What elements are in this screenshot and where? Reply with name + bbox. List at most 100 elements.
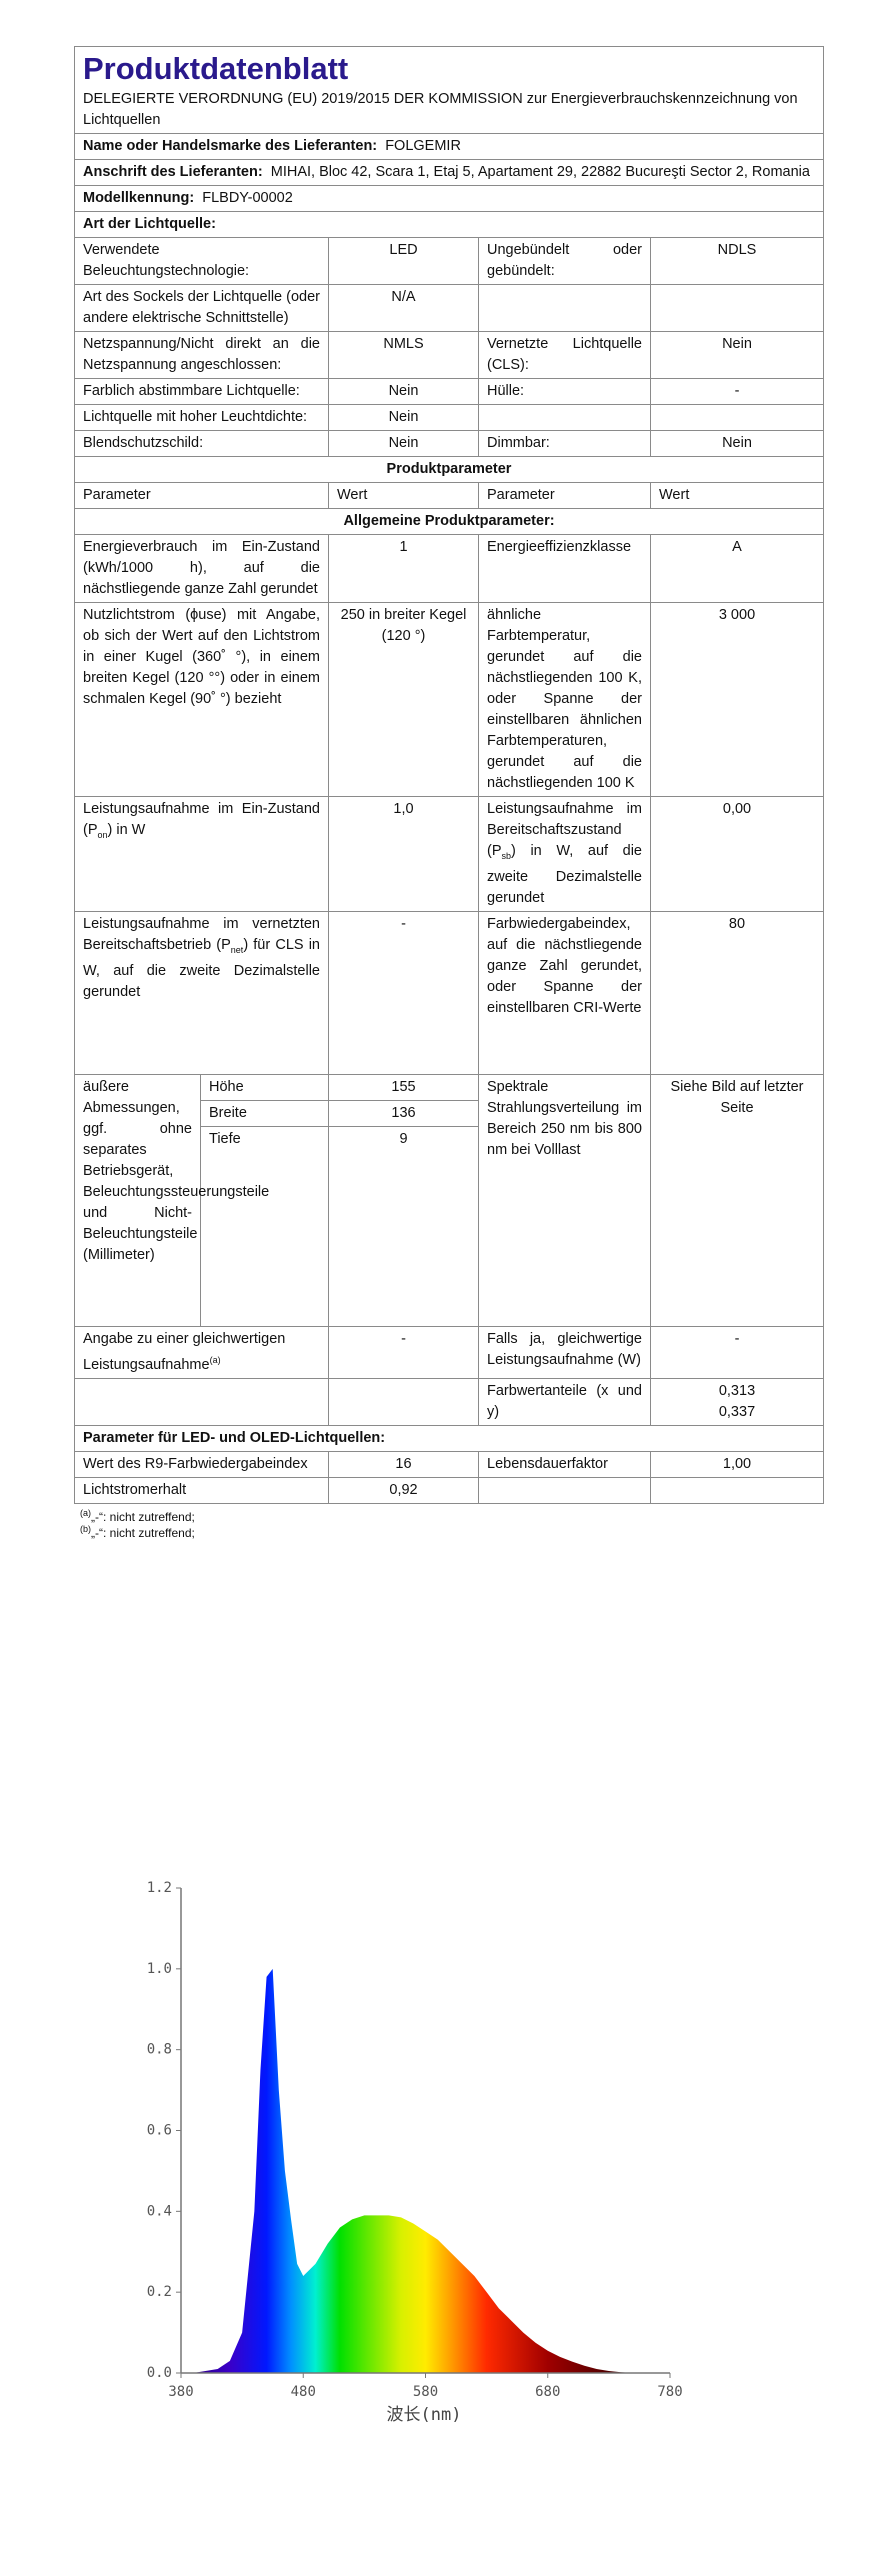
tr: Lichtquelle mit hoher Leuchtdichte: Nein <box>74 404 824 431</box>
tr: Verwendete Beleuchtungstechnologie: LED Un… <box>74 237 824 285</box>
text: ) in W, auf die zweite Dezimalstelle ger… <box>487 843 642 906</box>
text: Netzspannung/Nicht direkt an die Netzspa… <box>74 331 329 379</box>
text: Hülle: <box>478 378 651 405</box>
cell <box>478 1476 651 1504</box>
text: MIHAI, Bloc 42, Scara 1, Etaj 5, Apartam… <box>270 164 810 180</box>
text: 1 <box>328 534 479 603</box>
text: - <box>650 1326 824 1379</box>
text: „-“: nicht zutreffend; <box>91 1510 195 1524</box>
text: Farbwiedergabeindex, auf die nächstliege… <box>478 911 651 1075</box>
text: FOLGEMIR <box>385 138 461 154</box>
text: Höhe <box>200 1074 329 1101</box>
text: NDLS <box>650 237 824 285</box>
text: 9 <box>328 1126 479 1327</box>
tr: Leistungsaufnahme im vernetzten Bereitsc… <box>74 911 824 1075</box>
text: Angabe zu einer gleichwertigen Leistungs… <box>83 1331 286 1373</box>
tr: Name oder Handelsmarke des Lieferanten: … <box>74 133 824 160</box>
text: N/A <box>328 284 479 332</box>
data-sheet: Produktdatenblatt DELEGIERTE VERORDNUNG (… <box>74 46 824 1504</box>
text: Vernetzte Lichtquelle (CLS): <box>478 331 651 379</box>
tr: Parameter Wert Parameter Wert <box>74 482 824 509</box>
tr: Produktparameter <box>74 456 824 483</box>
tr: Farbwertanteile (x und y) 0,313 0,337 <box>74 1377 824 1426</box>
tbody: Produktdatenblatt DELEGIERTE VERORDNUNG (… <box>74 46 824 1504</box>
text: FLBDY-00002 <box>202 190 293 206</box>
cell: Anschrift des Lieferanten: MIHAI, Bloc 4… <box>74 159 824 186</box>
text: „-“: nicht zutreffend; <box>91 1526 195 1540</box>
tr: Modellkennung: FLBDY-00002 <box>74 185 824 212</box>
text: 1,0 <box>328 796 479 912</box>
text: Falls ja, gleichwertige Leistungsaufnahm… <box>478 1326 651 1379</box>
tr: Tiefe 9 <box>75 1126 824 1327</box>
text: ) für CLS in W, auf die zweite Dezimalst… <box>83 937 320 1000</box>
text: 0,92 <box>328 1476 479 1504</box>
text: Breite <box>200 1100 329 1127</box>
tr: Allgemeine Produktparameter: <box>74 508 824 535</box>
cell: Leistungsaufnahme im Ein-Zustand (Pon) i… <box>74 796 329 912</box>
cell <box>650 404 824 431</box>
y-tick-label: 1.0 <box>147 1961 172 1977</box>
text: 0,337 <box>718 1403 756 1420</box>
text: Siehe Bild auf letzter Seite <box>650 1074 824 1327</box>
text: 16 <box>328 1450 479 1478</box>
text: Farbwertanteile (x und y) <box>478 1377 651 1426</box>
tr: äußere Abmessungen, ggf. ohne separates … <box>74 1074 824 1327</box>
text: äußere Abmessungen, ggf. ohne separates … <box>74 1074 269 1327</box>
cell: Name oder Handelsmarke des Lieferanten: … <box>74 133 824 160</box>
text: Leistungsaufnahme im Bereitschaftszustan… <box>487 801 642 859</box>
cell <box>328 1377 479 1426</box>
tr: Leistungsaufnahme im Ein-Zustand (Pon) i… <box>74 796 824 912</box>
x-tick-label: 380 <box>168 2384 193 2400</box>
text: Lichtstromerhalt <box>74 1476 329 1504</box>
cell <box>74 1377 329 1426</box>
text: ) in W <box>107 822 146 838</box>
y-tick-label: 0.0 <box>147 2365 172 2381</box>
tr: Produktdatenblatt DELEGIERTE VERORDNUNG (… <box>74 46 824 134</box>
y-tick-label: 0.2 <box>147 2284 172 2300</box>
text: Name oder Handelsmarke des Lieferanten: <box>83 138 378 154</box>
text: Ungebündelt oder gebündelt: <box>478 237 651 285</box>
tr: Art der Lichtquelle: <box>74 211 824 238</box>
text: Allgemeine Produktparameter: <box>74 508 824 535</box>
tr: Netzspannung/Nicht direkt an die Netzspa… <box>74 331 824 379</box>
cell <box>650 284 824 332</box>
text: 155 <box>328 1074 479 1101</box>
tr: Art des Sockels der Lichtquelle (oder an… <box>74 284 824 332</box>
cell <box>478 404 651 431</box>
y-tick-label: 0.8 <box>147 2042 172 2058</box>
spectrum-area <box>181 1968 670 2373</box>
y-tick-label: 0.6 <box>147 2123 172 2139</box>
text: Nein <box>650 430 824 457</box>
x-tick-label: 480 <box>291 2384 316 2400</box>
text: Wert <box>650 482 824 509</box>
text: Produktparameter <box>74 456 824 483</box>
tr: Parameter für LED- und OLED-Lichtquellen… <box>74 1424 824 1452</box>
text: Verwendete Beleuchtungstechnologie: <box>74 237 329 285</box>
text: Art des Sockels der Lichtquelle (oder an… <box>74 284 329 332</box>
text: (a) <box>80 1508 91 1518</box>
text: Leistungsaufnahme im vernetzten Bereitsc… <box>83 916 320 953</box>
text: Lebensdauerfaktor <box>478 1450 651 1478</box>
text: Modellkennung: <box>83 190 195 206</box>
cell: Leistungsaufnahme im Bereitschaftszustan… <box>478 796 651 912</box>
text: 0,313 <box>718 1382 756 1399</box>
text: NMLS <box>328 331 479 379</box>
text: 80 <box>650 911 824 1075</box>
tr: Anschrift des Lieferanten: MIHAI, Bloc 4… <box>74 159 824 186</box>
tr: Blendschutzschild: Nein Dimmbar: Nein <box>74 430 824 457</box>
cell: Angabe zu einer gleichwertigen Leistungs… <box>74 1326 329 1379</box>
tr: Nutzlichtstrom (ϕuse) mit Angabe, ob sic… <box>74 602 824 797</box>
tr: Farblich abstimmbare Lichtquelle: Nein Hül… <box>74 378 824 405</box>
div: (b)„-“: nicht zutreffend; <box>80 1524 195 1540</box>
text: Parameter <box>478 482 651 509</box>
x-tick-label: 680 <box>535 2384 560 2400</box>
text: ähnliche Farbtemperatur, gerundet auf di… <box>478 602 651 797</box>
text: 136 <box>328 1100 479 1127</box>
text: 3 000 <box>650 602 824 797</box>
text: Nein <box>328 404 479 431</box>
text: Anschrift des Lieferanten: <box>83 164 263 180</box>
tr: Angabe zu einer gleichwertigen Leistungs… <box>74 1326 824 1379</box>
text: Nein <box>650 331 824 379</box>
text: - <box>650 378 824 405</box>
